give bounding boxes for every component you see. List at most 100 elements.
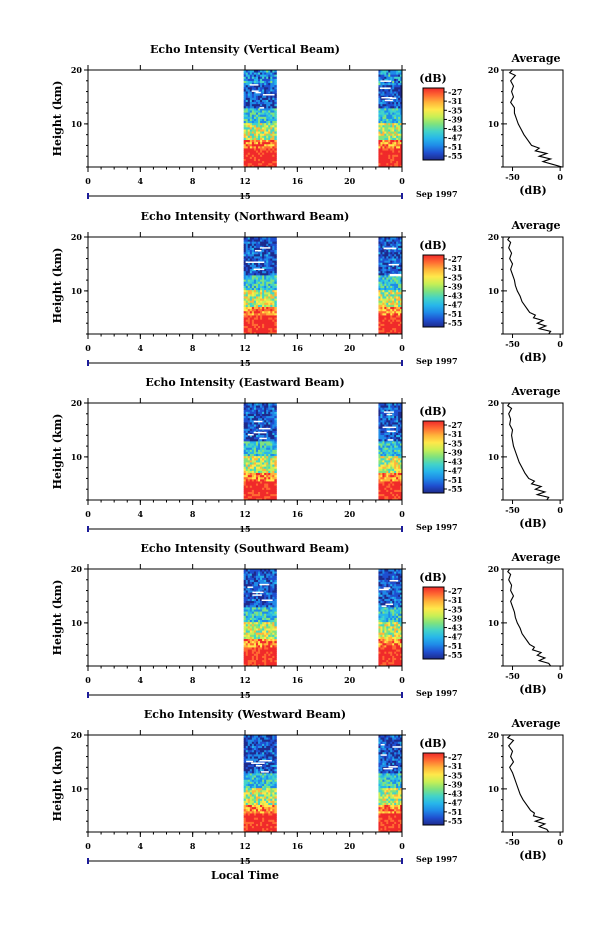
- heatmap-cell: [382, 298, 385, 301]
- heatmap-cell: [258, 644, 261, 648]
- heatmap-cell: [394, 495, 397, 499]
- data-gap: [259, 583, 270, 586]
- heatmap-cell: [388, 327, 391, 331]
- heatmap-cell: [253, 262, 257, 265]
- heatmap-cell: [380, 110, 383, 113]
- heatmap-cell: [243, 636, 247, 639]
- heatmap-cell: [274, 74, 277, 77]
- heatmap-cell: [249, 470, 253, 473]
- heatmap-cell: [260, 323, 263, 326]
- heatmap-cell: [386, 409, 389, 412]
- heatmap-cell: [249, 129, 253, 132]
- heatmap-cell: [249, 253, 253, 257]
- heatmap-cell: [272, 131, 275, 134]
- heatmap-cell: [262, 428, 265, 431]
- heatmap-cell: [251, 623, 255, 627]
- heatmap-cell: [268, 315, 271, 318]
- heatmap-cell: [249, 97, 253, 100]
- heatmap-cell: [384, 430, 387, 433]
- heatmap-cell: [380, 152, 383, 155]
- heatmap-cell: [388, 249, 391, 253]
- heatmap-cell: [274, 99, 277, 103]
- heatmap-cell: [260, 472, 263, 476]
- heatmap-cell: [253, 489, 257, 492]
- heatmap-cell: [388, 474, 391, 478]
- heatmap-cell: [386, 243, 389, 246]
- heatmap-cell: [255, 262, 259, 265]
- heatmap-cell: [270, 657, 273, 661]
- heatmap-cell: [380, 129, 383, 132]
- heatmap-cell: [260, 449, 263, 452]
- heatmap-cell: [253, 491, 257, 495]
- heatmap-cell: [384, 327, 387, 331]
- heatmap-cell: [251, 160, 255, 164]
- heatmap-cell: [245, 110, 249, 113]
- heatmap-cell: [258, 453, 261, 457]
- heatmap-cell: [266, 107, 269, 111]
- heatmap-cell: [243, 428, 247, 431]
- heatmap-cell: [400, 84, 403, 88]
- heatmap-cell: [247, 472, 251, 476]
- heatmap-cell: [262, 105, 265, 109]
- heatmap-cell: [382, 487, 385, 490]
- heatmap-cell: [251, 281, 255, 284]
- heatmap-cell: [264, 255, 267, 259]
- panel-1: Echo Intensity (Northward Beam)2010Heigh…: [51, 210, 564, 368]
- heatmap-cell: [253, 602, 257, 606]
- heatmap-cell: [272, 438, 275, 442]
- heatmap-cell: [272, 300, 275, 303]
- heatmap-cell: [262, 411, 265, 414]
- heatmap-cell: [394, 304, 397, 307]
- heatmap-cell: [390, 289, 393, 293]
- heatmap-cell: [247, 594, 251, 597]
- heatmap-cell: [255, 634, 259, 637]
- heatmap-cell: [264, 264, 267, 267]
- heatmap-cell: [262, 489, 265, 492]
- heatmap-cell: [247, 296, 251, 299]
- heatmap-cell: [274, 137, 277, 140]
- heatmap-cell: [249, 270, 253, 274]
- heatmap-cell: [382, 266, 385, 270]
- heatmap-cell: [398, 296, 401, 299]
- heatmap-cell: [247, 617, 251, 621]
- heatmap-cell: [380, 304, 383, 307]
- heatmap-cell: [384, 663, 387, 667]
- heatmap-cell: [274, 405, 277, 408]
- heatmap-cell: [268, 470, 271, 473]
- heatmap-cell: [270, 640, 273, 644]
- heatmap-cell: [258, 291, 261, 295]
- heatmap-cell: [251, 636, 255, 639]
- heatmap-cell: [243, 255, 247, 259]
- heatmap-cell: [249, 438, 253, 442]
- heatmap-cell: [249, 237, 253, 240]
- heatmap-cell: [270, 661, 273, 665]
- heatmap-cell: [380, 272, 383, 276]
- heatmap-cell: [268, 581, 271, 585]
- heatmap-cell: [260, 636, 263, 639]
- x-tick-label: 20: [344, 176, 356, 186]
- heatmap-cell: [270, 619, 273, 623]
- heatmap-cell: [266, 308, 269, 312]
- heatmap-cell: [264, 91, 267, 94]
- heatmap-cell: [270, 91, 273, 94]
- heatmap-cell: [394, 483, 397, 486]
- heatmap-cell: [268, 105, 271, 109]
- heatmap-cell: [396, 116, 399, 119]
- heatmap-cell: [274, 245, 277, 248]
- heatmap-cell: [262, 103, 265, 107]
- heatmap-cell: [251, 270, 255, 274]
- heatmap-cell: [264, 602, 267, 606]
- heatmap-cell: [262, 74, 265, 77]
- heatmap-cell: [380, 255, 383, 259]
- heatmap-cell: [400, 438, 403, 442]
- heatmap-cell: [378, 78, 381, 81]
- heatmap-cell: [262, 600, 265, 604]
- heatmap-cell: [243, 120, 247, 124]
- heatmap-cell: [384, 110, 387, 113]
- heatmap-cell: [266, 495, 269, 499]
- heatmap-cell: [380, 331, 383, 335]
- heatmap-cell: [386, 449, 389, 452]
- heatmap-cell: [272, 287, 275, 291]
- heatmap-cell: [382, 457, 385, 461]
- heatmap-cell: [260, 97, 263, 100]
